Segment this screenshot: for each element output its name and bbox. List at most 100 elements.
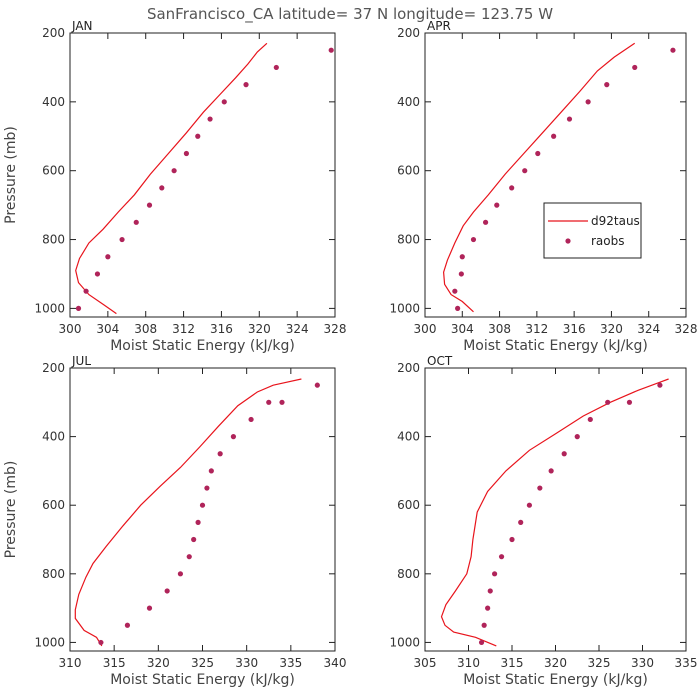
- data-point-raobs: [605, 399, 611, 405]
- data-point-raobs: [159, 185, 165, 191]
- data-point-raobs: [522, 168, 528, 174]
- data-point-raobs: [587, 416, 593, 423]
- x-tick-label: 324: [637, 322, 660, 336]
- data-point-raobs: [191, 536, 197, 543]
- data-point-raobs: [208, 468, 214, 474]
- x-tick-label: 300: [59, 322, 82, 336]
- x-tick-label: 315: [103, 656, 126, 670]
- data-point-raobs: [94, 271, 101, 277]
- data-point-raobs: [535, 150, 541, 157]
- data-point-raobs: [548, 468, 554, 474]
- series-line-d92taus: [74, 378, 302, 647]
- panel-label: JAN: [71, 19, 93, 33]
- data-point-raobs: [195, 133, 201, 139]
- data-point-raobs: [183, 150, 190, 157]
- legend-box: [543, 202, 642, 259]
- y-tick-label: 1000: [389, 301, 420, 315]
- series-line-d92taus: [442, 42, 636, 313]
- data-point-raobs: [314, 382, 320, 388]
- data-point-raobs: [199, 502, 206, 508]
- x-tick-label: 310: [59, 656, 82, 670]
- panel-label: JUL: [71, 354, 91, 368]
- x-tick-label: 316: [563, 322, 586, 336]
- y-tick-label: 400: [42, 430, 65, 444]
- data-point-raobs: [164, 588, 170, 594]
- x-axis-label: Moist Static Energy (kJ/kg): [463, 338, 648, 354]
- x-tick-label: 335: [675, 656, 698, 670]
- data-point-raobs: [217, 451, 223, 457]
- chart-panel-jan: 300 304 308 312 316 320 324 328 200 400 600 800 1000…: [3, 19, 346, 354]
- y-tick-label: 800: [42, 567, 65, 581]
- data-point-raobs: [478, 639, 485, 646]
- y-tick-label: 200: [397, 26, 420, 40]
- data-point-raobs: [481, 622, 487, 628]
- data-point-raobs: [632, 64, 638, 71]
- chart-panel-oct: 305 310 315 320 325 330 335 200 400 600 800 1000 OCT…: [389, 354, 697, 688]
- data-point-raobs: [459, 254, 465, 260]
- x-tick-label: 335: [279, 656, 302, 670]
- data-point-raobs: [494, 202, 500, 208]
- y-axis-label: Pressure (mb): [3, 126, 19, 224]
- data-point-raobs: [177, 571, 184, 577]
- x-tick-label: 324: [286, 322, 309, 336]
- x-tick-label: 320: [248, 322, 271, 336]
- data-point-raobs: [243, 82, 249, 88]
- data-point-raobs: [487, 588, 493, 594]
- data-point-raobs: [526, 502, 533, 508]
- legend-label-model: d92taus: [591, 214, 640, 228]
- data-point-raobs: [328, 47, 334, 53]
- data-point-raobs: [83, 288, 89, 294]
- x-tick-label: 308: [134, 322, 157, 336]
- data-point-raobs: [574, 434, 580, 440]
- x-tick-label: 304: [451, 322, 474, 336]
- y-tick-label: 200: [42, 26, 65, 40]
- data-point-raobs: [248, 416, 254, 423]
- legend: d92taus raobs: [543, 202, 642, 259]
- data-point-raobs: [585, 99, 591, 105]
- x-tick-label: 328: [324, 322, 347, 336]
- data-point-raobs: [657, 382, 663, 388]
- data-point-raobs: [509, 185, 515, 191]
- series-line-d92taus: [440, 378, 669, 647]
- x-axis-label: Moist Static Energy (kJ/kg): [110, 672, 295, 688]
- data-point-raobs: [551, 133, 557, 139]
- y-tick-label: 400: [397, 430, 420, 444]
- plot-frame: [69, 367, 336, 652]
- data-point-raobs: [273, 64, 279, 71]
- panel-label: APR: [427, 19, 451, 33]
- plot-frame: [424, 367, 687, 652]
- panels: 300 304 308 312 316 320 324 328 200 400 600 800 1000…: [3, 19, 697, 688]
- data-point-raobs: [279, 399, 285, 405]
- data-point-raobs: [124, 622, 131, 628]
- y-tick-label: 400: [397, 95, 420, 109]
- data-point-raobs: [221, 99, 227, 105]
- data-point-raobs: [266, 399, 272, 405]
- data-point-raobs: [146, 202, 153, 208]
- data-point-raobs: [626, 399, 633, 405]
- y-tick-label: 200: [397, 361, 420, 375]
- chart-panel-apr: 300 304 308 312 316 320 324 328 200 400 600 800 1000…: [389, 19, 697, 354]
- x-tick-label: 320: [544, 656, 567, 670]
- y-tick-label: 1000: [34, 301, 65, 315]
- x-tick-label: 310: [457, 656, 480, 670]
- y-axis-label: Pressure (mb): [3, 461, 19, 559]
- x-tick-label: 330: [631, 656, 654, 670]
- data-point-raobs: [98, 639, 104, 646]
- data-point-raobs: [105, 254, 111, 260]
- data-point-raobs: [207, 116, 213, 122]
- data-point-raobs: [604, 82, 610, 88]
- y-tick-label: 800: [397, 567, 420, 581]
- y-tick-label: 200: [42, 361, 65, 375]
- x-tick-label: 330: [235, 656, 258, 670]
- x-axis-label: Moist Static Energy (kJ/kg): [463, 672, 648, 688]
- data-point-raobs: [498, 554, 505, 560]
- x-tick-label: 304: [96, 322, 119, 336]
- panel-label: OCT: [427, 354, 453, 368]
- data-point-raobs: [133, 219, 139, 225]
- x-tick-label: 325: [588, 656, 611, 670]
- y-tick-label: 1000: [389, 635, 420, 649]
- data-point-raobs: [509, 536, 515, 543]
- x-tick-label: 328: [675, 322, 698, 336]
- data-point-raobs: [561, 451, 567, 457]
